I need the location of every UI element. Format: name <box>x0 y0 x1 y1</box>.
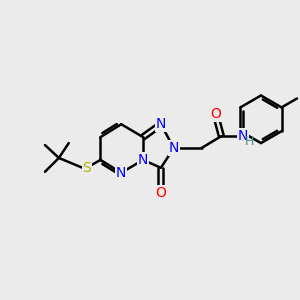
Text: H: H <box>244 135 254 148</box>
Text: O: O <box>210 107 221 121</box>
Text: N: N <box>116 166 127 180</box>
Text: N: N <box>238 129 248 143</box>
Text: N: N <box>138 153 148 167</box>
Text: N: N <box>169 141 179 155</box>
Text: N: N <box>156 117 166 131</box>
Text: S: S <box>82 161 91 175</box>
Text: O: O <box>155 186 166 200</box>
